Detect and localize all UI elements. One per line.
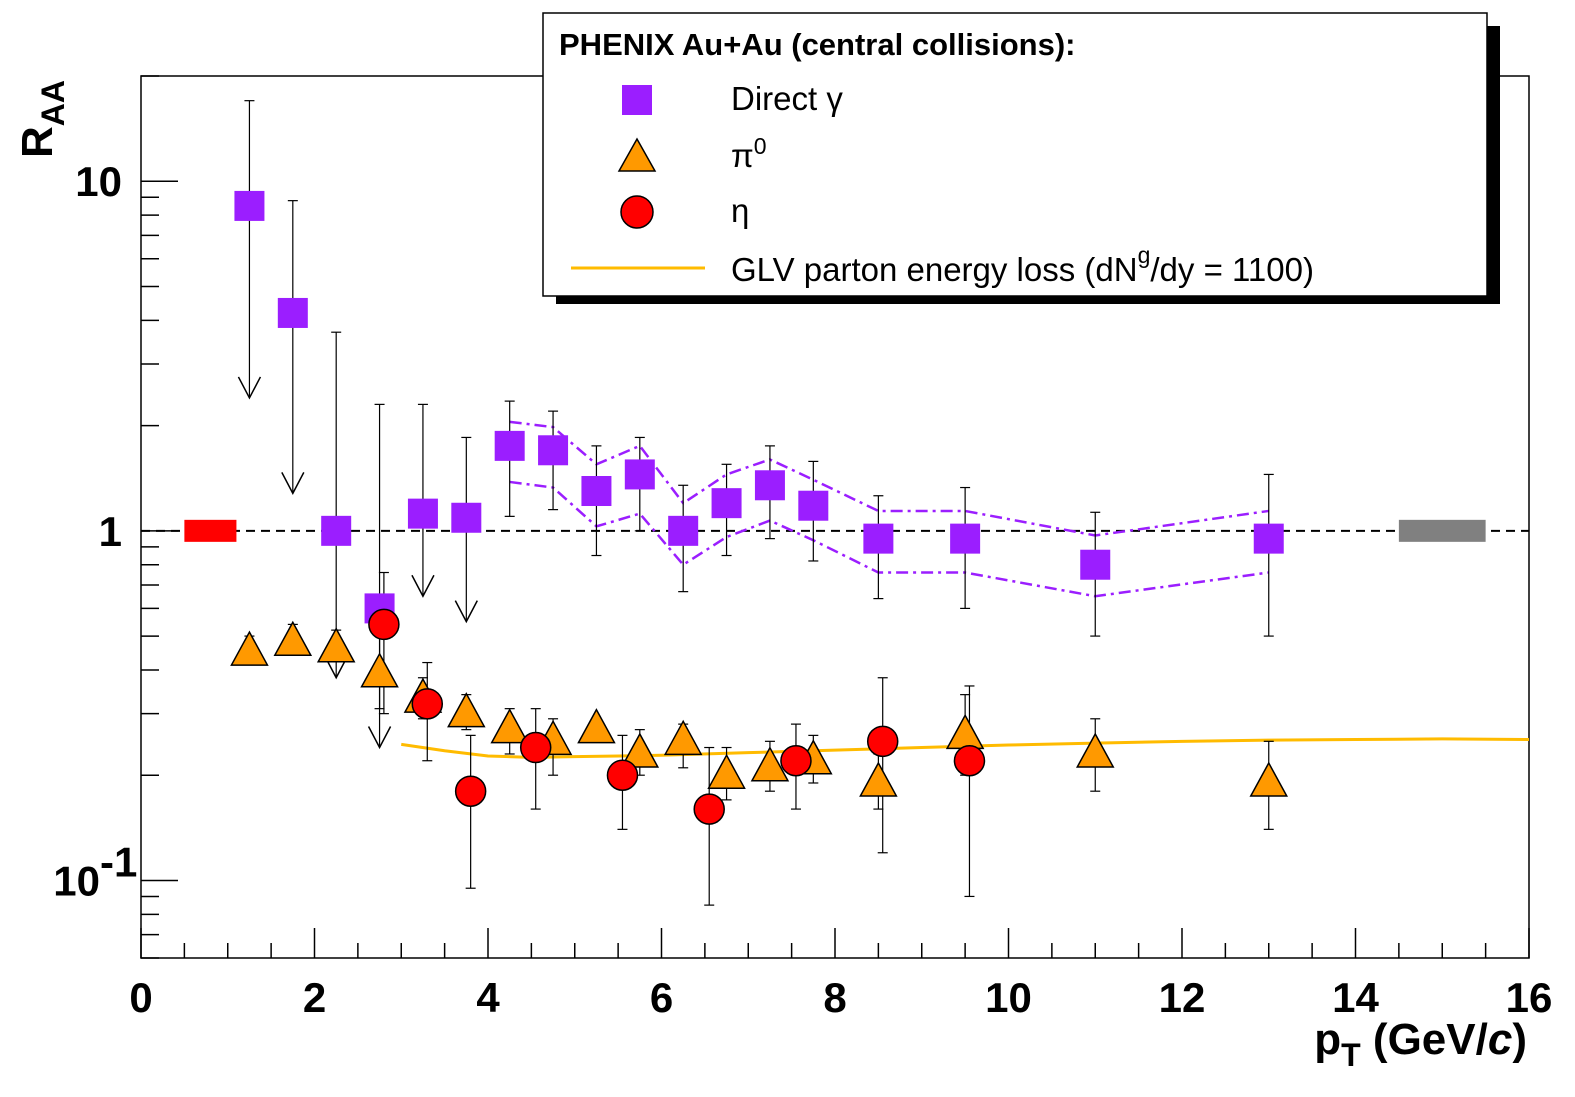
pi0-marker <box>273 620 313 657</box>
y-tick-exponent: -1 <box>100 838 137 885</box>
eta-marker <box>953 744 986 777</box>
direct-gamma-marker <box>494 430 525 461</box>
x-tick-label: 12 <box>1159 974 1206 1021</box>
direct-gamma-marker <box>950 523 981 554</box>
direct-gamma-upper-limit-arrow <box>281 472 305 495</box>
eta-marker <box>866 725 899 758</box>
pi0-marker <box>447 692 486 728</box>
y-tick-label: 10 <box>53 857 100 904</box>
legend-pi0-sup: 0 <box>754 133 767 159</box>
legend-title: PHENIX Au+Au (central collisions): <box>559 27 1075 62</box>
x-axis-title-close: ) <box>1512 1015 1527 1064</box>
legend-pi0-label: π0 <box>731 133 767 174</box>
legend-triangle-marker <box>617 137 657 172</box>
pi0-marker <box>663 719 703 756</box>
x-axis-title-pt: p <box>1314 1015 1341 1064</box>
data-layer <box>141 100 1530 906</box>
legend-direct-gamma-label: Direct γ <box>731 80 843 117</box>
direct-gamma-syst-lower <box>509 480 1269 598</box>
direct-gamma-marker <box>451 502 482 533</box>
direct-gamma-marker <box>234 190 265 221</box>
x-tick-label: 0 <box>129 974 152 1021</box>
direct-gamma-marker <box>754 470 785 501</box>
direct-gamma-upper-limit-arrow <box>454 600 478 624</box>
legend: PHENIX Au+Au (central collisions): Direc… <box>542 12 1500 304</box>
pi0-marker <box>707 753 746 789</box>
pi0-marker <box>316 627 356 663</box>
eta-marker <box>368 608 400 641</box>
normalization-box <box>184 519 237 542</box>
x-axis-title-sub: T <box>1341 1037 1361 1073</box>
legend-box <box>542 12 1488 297</box>
pi0-marker <box>859 761 898 797</box>
eta-marker <box>606 759 639 791</box>
x-tick-label: 8 <box>823 974 846 1021</box>
pi0-marker <box>230 630 269 666</box>
direct-gamma-upper-limit-arrow <box>367 726 392 750</box>
eta-marker <box>519 731 552 764</box>
legend-glv-post: /dy = 1100) <box>1150 251 1314 288</box>
x-tick-label: 2 <box>303 974 326 1021</box>
y-axis-title-sub: AA <box>35 80 71 126</box>
normalization-box <box>1398 519 1486 542</box>
direct-gamma-marker <box>798 490 829 521</box>
eta-marker <box>411 688 444 720</box>
pi0-marker <box>1249 761 1289 797</box>
pi0-marker <box>490 708 529 744</box>
y-axis-title-base: R <box>13 126 62 158</box>
x-tick-label: 4 <box>476 974 500 1021</box>
legend-glv-sup: g <box>1138 242 1151 268</box>
x-tick-label: 6 <box>650 974 673 1021</box>
legend-square-marker <box>622 85 652 115</box>
pi0-marker <box>620 732 660 768</box>
legend-glv-pre: GLV parton energy loss (dN <box>731 251 1138 288</box>
x-tick-label: 16 <box>1506 974 1553 1021</box>
direct-gamma-upper-limit-arrow <box>411 574 435 598</box>
pi0-marker <box>360 652 399 688</box>
direct-gamma-marker <box>1080 549 1111 580</box>
x-tick-label: 10 <box>985 974 1032 1021</box>
direct-gamma-marker <box>624 459 655 490</box>
direct-gamma-marker <box>321 515 352 546</box>
legend-glv-label: GLV parton energy loss (dNg/dy = 1100) <box>731 242 1314 288</box>
direct-gamma-marker <box>863 523 894 554</box>
y-axis-title: RAA <box>13 80 71 158</box>
x-axis-title: pT (GeV/c) <box>1314 1015 1527 1073</box>
legend-circle-marker <box>620 195 654 229</box>
direct-gamma-syst-upper <box>509 420 1269 537</box>
direct-gamma-marker <box>407 498 438 529</box>
pi0-marker <box>1075 732 1115 768</box>
y-tick-label: 10 <box>75 158 122 205</box>
svg-text:RAA: RAA <box>13 80 71 158</box>
legend-eta-label: η <box>731 192 749 229</box>
pi0-marker <box>577 708 616 744</box>
eta-marker <box>454 775 487 807</box>
direct-gamma-upper-limit-arrow <box>237 376 262 400</box>
direct-gamma-marker <box>711 488 742 519</box>
x-axis-title-unit-c: c <box>1488 1015 1512 1064</box>
y-tick-label: 1 <box>99 508 122 555</box>
direct-gamma-marker <box>1253 523 1284 554</box>
x-tick-label: 14 <box>1332 974 1379 1021</box>
direct-gamma-marker <box>581 476 612 507</box>
direct-gamma-marker <box>277 297 308 328</box>
eta-marker <box>693 793 725 825</box>
direct-gamma-marker <box>538 435 569 466</box>
eta-marker <box>780 744 812 777</box>
direct-gamma-upper-limit-arrow <box>324 656 348 680</box>
legend-pi0-base: π <box>731 137 754 174</box>
direct-gamma-marker <box>668 515 699 546</box>
pi0-marker <box>750 746 790 782</box>
x-axis-title-unit: (GeV/ <box>1361 1015 1488 1064</box>
